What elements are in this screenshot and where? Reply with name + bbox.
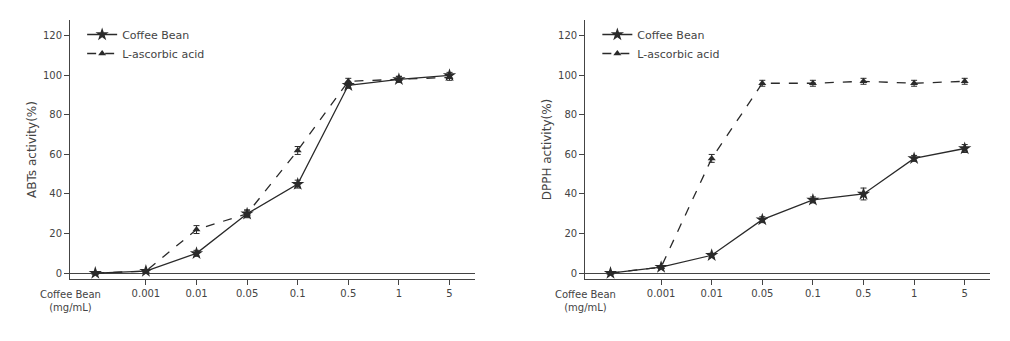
svg-text:120: 120: [43, 30, 62, 41]
svg-text:0.05: 0.05: [751, 288, 773, 299]
svg-text:20: 20: [564, 228, 577, 239]
svg-text:60: 60: [564, 149, 577, 160]
svg-text:20: 20: [49, 228, 62, 239]
svg-text:DPPH activity(%): DPPH activity(%): [540, 99, 554, 201]
svg-text:40: 40: [49, 188, 62, 199]
svg-text:100: 100: [43, 70, 62, 81]
svg-text:Coffee Bean: Coffee Bean: [637, 29, 704, 42]
svg-text:120: 120: [558, 30, 577, 41]
svg-text:0.001: 0.001: [132, 288, 161, 299]
svg-text:0.05: 0.05: [236, 288, 258, 299]
svg-text:5: 5: [446, 288, 452, 299]
svg-text:0.1: 0.1: [805, 288, 821, 299]
svg-text:0.01: 0.01: [185, 288, 207, 299]
svg-text:80: 80: [49, 109, 62, 120]
svg-text:L-ascorbic acid: L-ascorbic acid: [122, 48, 204, 61]
svg-text:Coffee Bean(mg/mL): Coffee Bean(mg/mL): [555, 289, 616, 313]
svg-text:40: 40: [564, 188, 577, 199]
svg-text:0.5: 0.5: [856, 288, 872, 299]
svg-text:0.001: 0.001: [647, 288, 676, 299]
svg-text:0: 0: [571, 268, 577, 279]
svg-text:Coffee Bean: Coffee Bean: [122, 29, 189, 42]
svg-text:80: 80: [564, 109, 577, 120]
svg-text:0.1: 0.1: [290, 288, 306, 299]
svg-text:1: 1: [911, 288, 917, 299]
svg-text:0.5: 0.5: [340, 288, 356, 299]
svg-text:0: 0: [56, 268, 62, 279]
svg-text:L-ascorbic acid: L-ascorbic acid: [637, 48, 719, 61]
svg-text:60: 60: [49, 149, 62, 160]
svg-text:Coffee Bean(mg/mL): Coffee Bean(mg/mL): [40, 289, 101, 313]
svg-text:100: 100: [558, 70, 577, 81]
svg-text:ABTs activity(%): ABTs activity(%): [25, 101, 39, 198]
svg-text:0.01: 0.01: [701, 288, 723, 299]
svg-text:1: 1: [396, 288, 402, 299]
svg-text:5: 5: [962, 288, 968, 299]
